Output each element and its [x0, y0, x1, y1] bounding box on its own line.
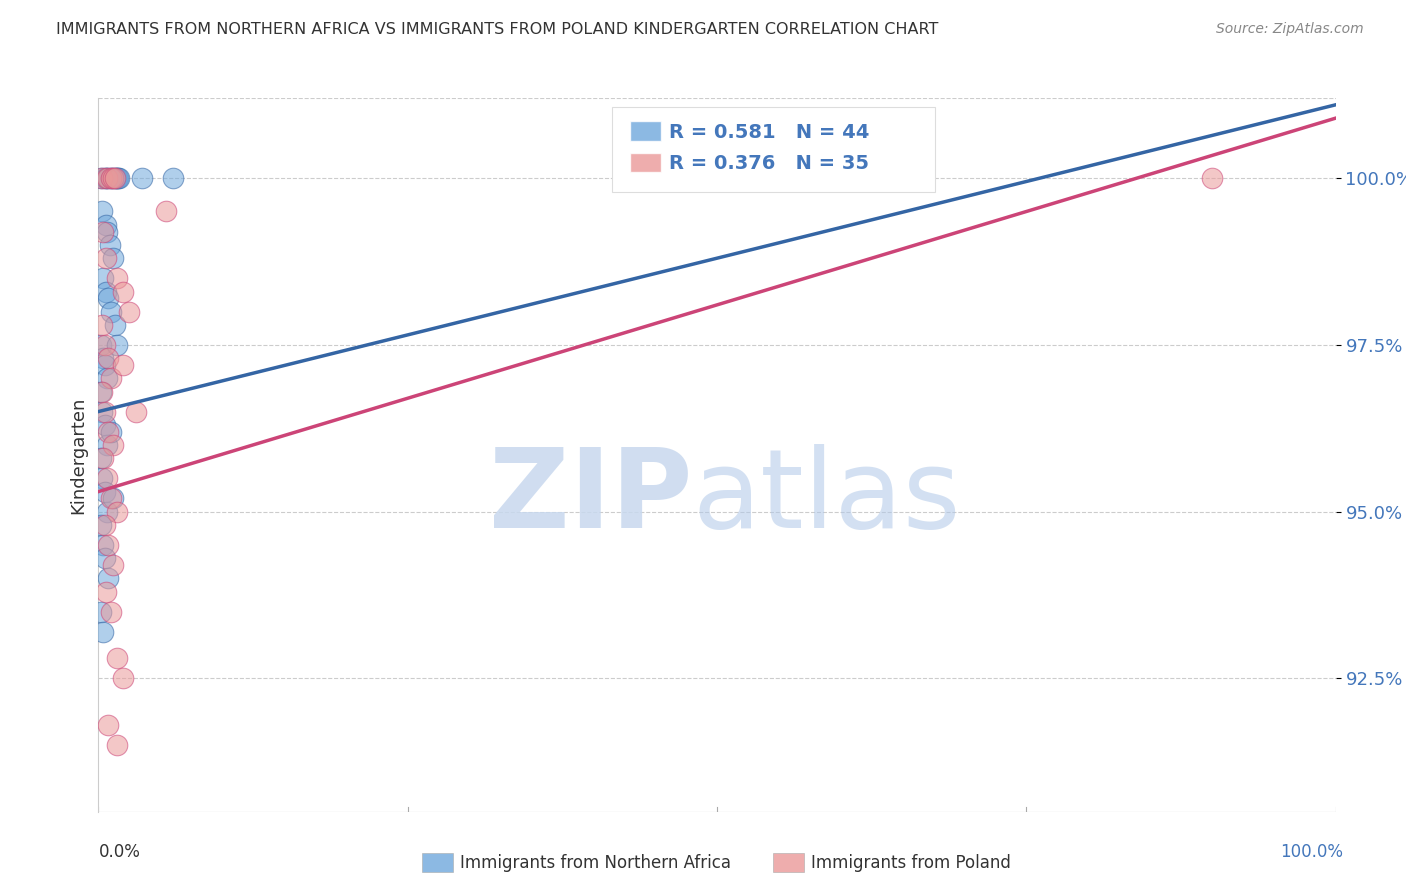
Text: R = 0.581   N = 44: R = 0.581 N = 44: [669, 123, 870, 142]
Point: [91, 404, 114, 418]
Point: [100, 171, 122, 186]
Point: [90, 338, 112, 352]
Point: [90, 451, 112, 466]
Point: [1201, 171, 1223, 186]
Point: [96, 225, 118, 239]
Point: [93, 624, 115, 639]
Point: [131, 171, 153, 186]
Point: [103, 318, 125, 332]
Point: [105, 738, 128, 752]
Point: [93, 417, 115, 432]
Point: [94, 584, 117, 599]
Point: [105, 651, 128, 665]
Point: [100, 371, 122, 385]
Point: [105, 505, 128, 519]
Point: [103, 171, 125, 186]
Text: Immigrants from Poland: Immigrants from Poland: [811, 854, 1011, 871]
Point: [93, 225, 115, 239]
Point: [94, 285, 117, 299]
Point: [103, 251, 125, 265]
Point: [90, 384, 112, 399]
Point: [91, 384, 114, 399]
Point: [97, 538, 120, 552]
Point: [93, 551, 115, 566]
Point: [97, 718, 120, 732]
Point: [96, 471, 118, 485]
Point: [103, 558, 125, 572]
Text: Immigrants from Northern Africa: Immigrants from Northern Africa: [460, 854, 731, 871]
Point: [105, 338, 128, 352]
Point: [103, 491, 125, 506]
Point: [93, 538, 115, 552]
Point: [112, 358, 135, 372]
Text: Source: ZipAtlas.com: Source: ZipAtlas.com: [1216, 22, 1364, 37]
Point: [105, 271, 128, 285]
Point: [91, 171, 114, 186]
Point: [94, 171, 117, 186]
Point: [93, 271, 115, 285]
Point: [93, 404, 115, 418]
Point: [103, 171, 125, 186]
Point: [103, 171, 125, 186]
Point: [118, 304, 141, 318]
Point: [93, 451, 115, 466]
Point: [96, 371, 118, 385]
Point: [100, 171, 122, 186]
Point: [105, 171, 128, 186]
Point: [91, 318, 114, 332]
Point: [162, 171, 184, 186]
Point: [94, 218, 117, 232]
Text: 0.0%: 0.0%: [98, 843, 141, 861]
Point: [100, 491, 122, 506]
Point: [97, 291, 120, 305]
Point: [97, 171, 120, 186]
Point: [100, 304, 122, 318]
Point: [97, 351, 120, 366]
Point: [96, 505, 118, 519]
Point: [97, 425, 120, 439]
Point: [91, 204, 114, 219]
Point: [100, 605, 122, 619]
Point: [112, 671, 135, 685]
Point: [93, 518, 115, 533]
Point: [101, 171, 124, 186]
Point: [100, 425, 122, 439]
Text: atlas: atlas: [692, 444, 960, 551]
Point: [90, 171, 112, 186]
Text: 100.0%: 100.0%: [1279, 843, 1343, 861]
Point: [93, 484, 115, 499]
Point: [94, 251, 117, 265]
Text: R = 0.376   N = 35: R = 0.376 N = 35: [669, 154, 869, 173]
Point: [93, 358, 115, 372]
Point: [108, 171, 131, 186]
Point: [98, 237, 121, 252]
Point: [90, 605, 112, 619]
Point: [93, 351, 115, 366]
Point: [96, 438, 118, 452]
Point: [155, 204, 177, 219]
Point: [93, 171, 115, 186]
Point: [91, 471, 114, 485]
Point: [90, 518, 112, 533]
Point: [97, 571, 120, 585]
Text: ZIP: ZIP: [489, 444, 692, 551]
Point: [112, 285, 135, 299]
Point: [104, 171, 127, 186]
Point: [93, 338, 115, 352]
Point: [96, 171, 118, 186]
Point: [124, 404, 146, 418]
Text: IMMIGRANTS FROM NORTHERN AFRICA VS IMMIGRANTS FROM POLAND KINDERGARTEN CORRELATI: IMMIGRANTS FROM NORTHERN AFRICA VS IMMIG…: [56, 22, 939, 37]
Point: [107, 171, 129, 186]
Y-axis label: Kindergarten: Kindergarten: [69, 396, 87, 514]
Point: [103, 438, 125, 452]
